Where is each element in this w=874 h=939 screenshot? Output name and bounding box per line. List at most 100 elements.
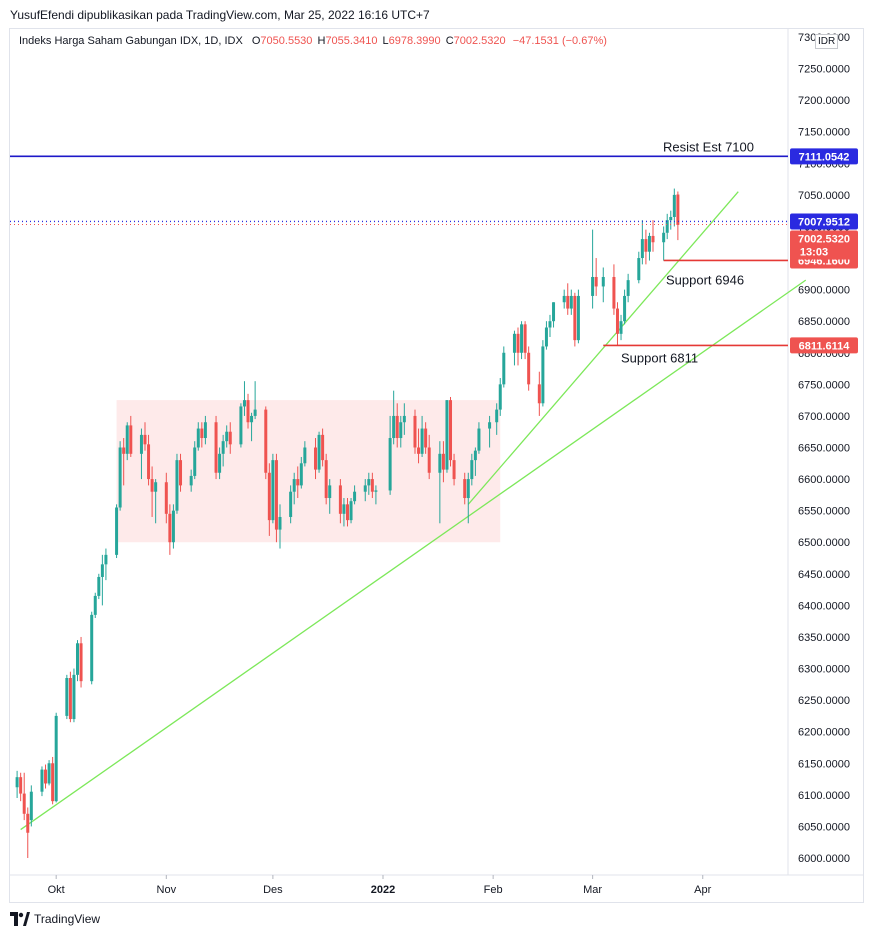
candle-body: [537, 384, 541, 404]
trendline: [467, 191, 739, 505]
candle-body: [612, 276, 616, 309]
candle-body: [413, 415, 417, 448]
candle-body: [562, 295, 566, 303]
candle-body: [303, 447, 307, 464]
candle-body: [594, 276, 598, 287]
candle-body: [449, 400, 453, 461]
candle-body: [548, 321, 552, 328]
publisher-line: YusufEfendi dipublikasikan pada TradingV…: [10, 8, 430, 22]
x-tick-label: Mar: [583, 884, 602, 896]
candle-body: [374, 490, 378, 492]
candle-body: [221, 441, 225, 454]
candle-body: [662, 232, 666, 243]
candle-body: [420, 428, 424, 454]
chart-frame: [9, 28, 864, 903]
candle-body: [523, 324, 527, 353]
candle-body: [619, 321, 623, 334]
candle-body: [250, 415, 254, 423]
candle-body: [79, 643, 83, 682]
candle-body: [445, 400, 449, 470]
candle-body: [164, 482, 168, 514]
price-axis-label-box: [790, 213, 858, 230]
candle-body: [296, 479, 300, 486]
candle-body: [22, 793, 26, 814]
y-tick-label: 7250.0000: [798, 64, 850, 76]
close-value: 7002.5320: [453, 35, 506, 47]
candle-body: [129, 425, 133, 454]
candle-body: [502, 352, 506, 385]
candle-body: [289, 491, 293, 517]
candle-body: [278, 516, 282, 530]
candle-body: [552, 302, 556, 322]
candle-body: [399, 422, 403, 439]
low-value: 6978.3990: [388, 35, 441, 47]
open-value: 7050.5530: [260, 35, 313, 47]
open-label: O: [251, 35, 261, 47]
candle-body: [100, 564, 104, 577]
candle-body: [104, 554, 108, 565]
candle-body: [392, 415, 396, 439]
candle-body: [321, 434, 325, 461]
candle-body: [353, 491, 357, 502]
y-tick-label: 6500.0000: [798, 537, 850, 549]
candle-body: [274, 460, 278, 530]
candle-body: [626, 280, 630, 296]
candle-body: [576, 295, 580, 341]
candle-body: [516, 333, 520, 353]
y-tick-label: 6000.0000: [798, 853, 850, 865]
x-tick-label: Okt: [48, 884, 65, 896]
candle-body: [122, 447, 126, 454]
y-tick-label: 6450.0000: [798, 569, 850, 581]
candle-body: [93, 595, 97, 615]
x-tick-label: Nov: [157, 884, 177, 896]
candle-body: [44, 769, 48, 784]
y-tick-label: 6400.0000: [798, 600, 850, 612]
candle-body: [640, 239, 644, 259]
candle-body: [573, 295, 577, 341]
price-axis-label-box: [790, 148, 858, 165]
candle-body: [51, 763, 55, 802]
candle-body: [189, 475, 193, 486]
candle-body: [175, 460, 179, 511]
candle-body: [488, 422, 492, 429]
candle-body: [644, 239, 648, 252]
y-tick-label: 6350.0000: [798, 632, 850, 644]
price-axis-label: 7007.9512: [798, 216, 850, 228]
candle-body: [441, 453, 445, 470]
candle-body: [466, 479, 470, 499]
candle-body: [544, 327, 548, 347]
y-tick-label: 6150.0000: [798, 758, 850, 770]
candle-body: [367, 479, 371, 486]
candle-body: [569, 295, 573, 309]
countdown-label: 13:03: [800, 246, 828, 258]
candle-body: [463, 479, 467, 499]
candle-body: [314, 447, 318, 470]
currency-badge[interactable]: IDR: [815, 34, 839, 49]
candle-body: [193, 447, 197, 476]
candle-body: [168, 513, 172, 543]
candle-body: [438, 453, 442, 473]
candle-body: [541, 346, 545, 404]
high-label: H: [317, 35, 326, 47]
y-tick-label: 6300.0000: [798, 664, 850, 676]
candle-body: [672, 194, 676, 217]
y-tick-label: 6700.0000: [798, 411, 850, 423]
candle-body: [363, 485, 367, 492]
candle-body: [615, 308, 619, 334]
y-tick-label: 7200.0000: [798, 95, 850, 107]
x-tick-label: 2022: [371, 884, 395, 896]
low-label: L: [382, 35, 389, 47]
candle-body: [68, 678, 72, 720]
candle-body: [324, 460, 328, 499]
candle-body: [299, 463, 303, 486]
candle-body: [267, 472, 271, 521]
candle-body: [637, 258, 641, 281]
y-tick-label: 6600.0000: [798, 474, 850, 486]
support-annotation: Support 6946: [666, 272, 744, 287]
candle-body: [97, 576, 101, 596]
candle-body: [427, 447, 431, 473]
candle-body: [473, 450, 477, 461]
candle-body: [388, 438, 392, 491]
candle-body: [676, 194, 680, 225]
